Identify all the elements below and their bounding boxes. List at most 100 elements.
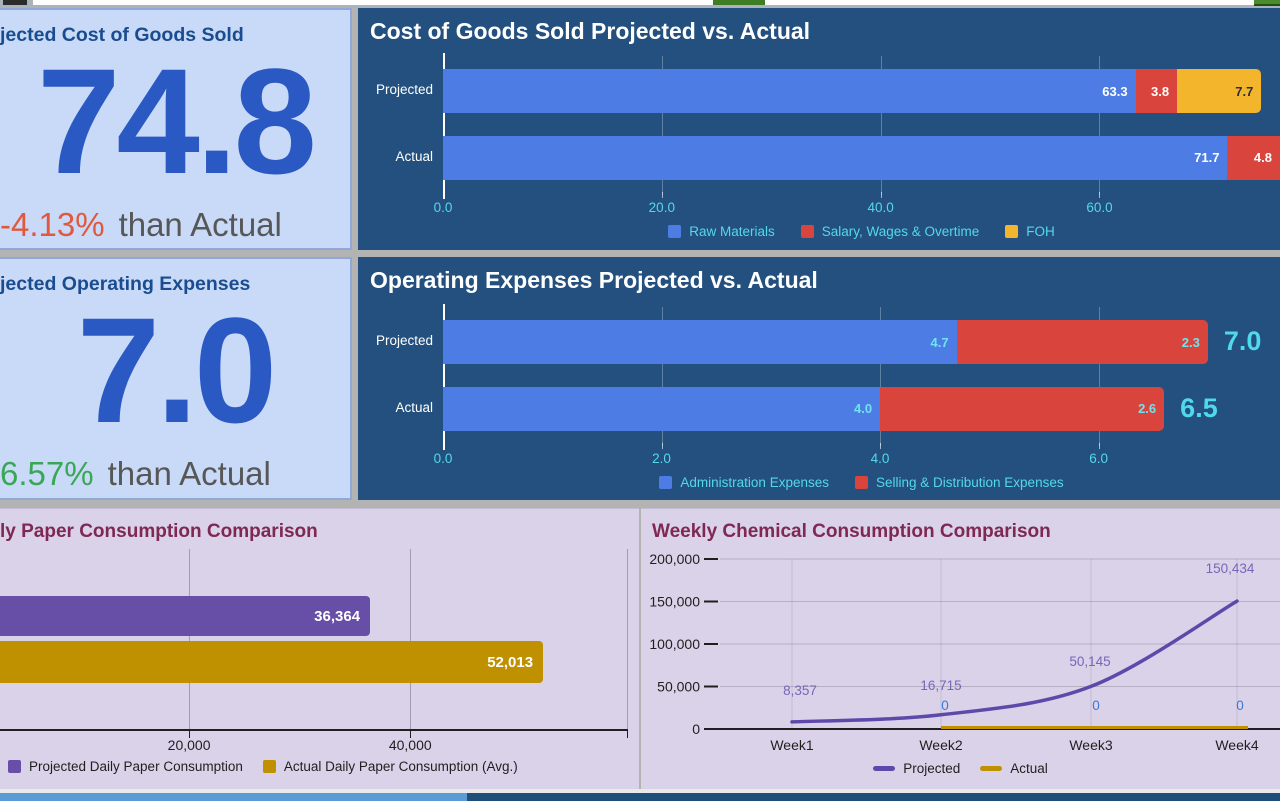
axis-baseline <box>0 729 628 731</box>
row-gap <box>0 789 1280 793</box>
bar-segment[interactable]: 2.3 <box>956 320 1208 365</box>
legend-label: Raw Materials <box>689 224 775 239</box>
legend-swatch <box>980 766 1003 771</box>
gridline <box>661 307 663 446</box>
bar[interactable]: 36,364 <box>0 596 371 636</box>
legend-item[interactable]: Projected Daily Paper Consumption <box>8 759 243 774</box>
gridline <box>880 56 882 195</box>
top-fragment-green-cell-right <box>1254 0 1280 6</box>
bar-value-label: 4.0 <box>853 401 873 417</box>
legend-label: Administration Expenses <box>680 475 829 490</box>
chart-paper-consumption: ly Paper Consumption Comparison 20,000 40,… <box>0 508 639 790</box>
bar-segment[interactable]: 4.0 <box>443 386 881 431</box>
axis-baseline <box>443 304 445 450</box>
top-fragment-green-cell <box>713 0 765 5</box>
legend-item[interactable]: Raw Materials <box>668 224 775 239</box>
bar-total-label: 6.5 <box>1180 392 1218 423</box>
axis-tick <box>661 443 663 449</box>
axis-tick-label: Week3 <box>1069 737 1113 753</box>
data-label: 150,434 <box>1206 561 1255 576</box>
axis-tick-label: 20.0 <box>648 200 675 215</box>
top-row-fragment <box>0 0 1280 8</box>
legend-label: Actual <box>1010 761 1048 776</box>
legend-item[interactable]: Salary, Wages & Overtime <box>800 224 979 239</box>
bar-segment[interactable]: 71.7 <box>443 135 1228 180</box>
category-label: Projected <box>375 82 433 98</box>
bottom-row-fragment-right <box>467 793 1280 801</box>
legend-swatch <box>668 225 682 238</box>
bar-segment[interactable]: 63.3 <box>443 69 1136 114</box>
axis-tick-label: 100,000 <box>649 636 700 652</box>
bar-value-label: 36,364 <box>314 607 361 625</box>
legend: Projected Daily Paper Consumption Actual … <box>8 759 518 774</box>
legend-swatch <box>8 760 21 773</box>
data-label: 8,357 <box>783 683 817 698</box>
kpi-delta-suffix: than Actual <box>107 455 271 492</box>
bar-segment[interactable]: 2.6 <box>880 386 1165 431</box>
bar-segment[interactable]: 7.7 <box>1177 69 1262 114</box>
legend-item[interactable]: Administration Expenses <box>659 475 829 490</box>
axis-tick <box>189 731 191 738</box>
axis-tick-label: Week1 <box>770 737 814 753</box>
bar[interactable]: 52,013 <box>0 641 544 683</box>
bar-value-label: 4.7 <box>930 334 949 350</box>
axis-tick-label: 4.0 <box>870 451 890 466</box>
legend-swatch <box>800 225 814 238</box>
data-label: 0 <box>1092 698 1100 713</box>
axis-tick-label: 6.0 <box>1089 451 1108 466</box>
kpi-delta-row: 6.57% than Actual <box>0 455 271 493</box>
gridline <box>661 56 663 195</box>
legend-swatch <box>854 476 868 489</box>
category-label: Actual <box>395 399 433 415</box>
axis-baseline <box>443 53 445 199</box>
legend-swatch <box>262 760 276 773</box>
bar-value-label: 3.8 <box>1151 83 1170 99</box>
bar-segment[interactable]: 3.8 <box>1135 69 1178 114</box>
kpi-delta-suffix: than Actual <box>118 206 282 243</box>
legend-label: FOH <box>1026 224 1055 239</box>
axis-tick-label: 40.0 <box>867 200 894 215</box>
chart-title: Cost of Goods Sold Projected vs. Actual <box>370 18 811 44</box>
legend-swatch <box>873 766 896 771</box>
legend: Administration Expenses Selling & Distrib… <box>443 475 1280 490</box>
chart-chemical-consumption: Weekly Chemical Consumption Comparison 0 5… <box>641 508 1280 790</box>
legend-item[interactable]: Actual Daily Paper Consumption (Avg.) <box>262 759 518 774</box>
category-label: Actual <box>395 148 433 164</box>
data-label: 0 <box>941 698 949 713</box>
axis-tick <box>1098 443 1100 449</box>
bar-segment[interactable]: 4.7 <box>443 320 957 365</box>
chart-title: Operating Expenses Projected vs. Actual <box>370 267 818 293</box>
gridline <box>1098 307 1100 446</box>
chart-title: ly Paper Consumption Comparison <box>0 521 318 542</box>
line-chart-canvas: 0 50,000 100,000 150,000 200,000 Week1 Week2 We… <box>649 551 1280 753</box>
bar-segment[interactable]: 4.8 <box>1227 135 1280 180</box>
bar-value-label: 2.6 <box>1138 401 1157 417</box>
projected-line[interactable] <box>790 599 1239 724</box>
legend-swatch <box>1005 225 1019 238</box>
gridline <box>189 549 191 729</box>
axis-tick-label: 2.0 <box>652 451 671 466</box>
axis-tick-label: 0.0 <box>433 451 453 466</box>
bar-value-label: 4.8 <box>1253 150 1272 166</box>
axis-tick-label: 20,000 <box>167 737 211 753</box>
axis-tick-label: 60.0 <box>1086 200 1113 215</box>
axis-tick-label: 150,000 <box>649 594 700 610</box>
axis-tick-label: 0 <box>692 721 700 737</box>
legend-item[interactable]: Selling & Distribution Expenses <box>854 475 1064 490</box>
top-fragment-cell <box>33 0 1280 5</box>
legend: Projected Actual <box>641 761 1280 776</box>
bar-total-label: 7.0 <box>1223 326 1262 357</box>
bar-value-label: 63.3 <box>1102 83 1128 99</box>
legend-label: Projected Daily Paper Consumption <box>29 759 243 774</box>
kpi-title: jected Cost of Goods Sold <box>0 24 244 46</box>
legend-item[interactable]: Actual <box>980 761 1048 776</box>
legend-item[interactable]: Projected <box>873 761 960 776</box>
gridline <box>410 549 412 729</box>
axis-tick-label: 40,000 <box>388 737 432 753</box>
data-label: 0 <box>1236 698 1244 713</box>
legend-item[interactable]: FOH <box>1005 224 1055 239</box>
bar-value-label: 52,013 <box>487 653 534 671</box>
kpi-value: 7.0 <box>76 286 278 454</box>
kpi-delta-value: -4.13% <box>0 206 105 243</box>
